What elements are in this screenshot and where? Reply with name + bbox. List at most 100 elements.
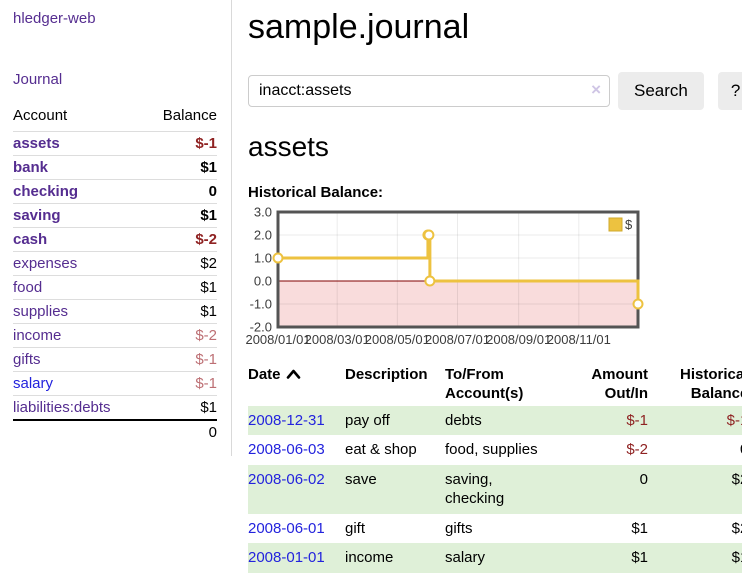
date-header-label: Date bbox=[248, 365, 281, 383]
transaction-description: pay off bbox=[345, 411, 390, 429]
transaction-date-link[interactable]: 2008-01-01 bbox=[248, 549, 325, 567]
svg-text:1.0: 1.0 bbox=[254, 250, 272, 265]
svg-text:2008/11/01: 2008/11/01 bbox=[547, 332, 611, 347]
accounts-balance-table: Account Balance assets $-1 bank $1 check… bbox=[13, 105, 217, 444]
transaction-balance: $2 bbox=[731, 519, 742, 537]
account-row: income $-2 bbox=[13, 323, 217, 348]
transaction-amount: $1 bbox=[631, 549, 648, 567]
account-row: food $1 bbox=[13, 275, 217, 300]
transaction-description: save bbox=[345, 470, 377, 488]
transaction-amount: 0 bbox=[639, 470, 648, 488]
account-row: checking 0 bbox=[13, 179, 217, 204]
transaction-row: 2008-06-02 save saving, checking 0 $2 bbox=[248, 464, 742, 514]
svg-text:3.0: 3.0 bbox=[254, 204, 272, 219]
account-balance: $2 bbox=[144, 251, 217, 276]
account-link-income[interactable]: income bbox=[13, 327, 62, 344]
app-title-link[interactable]: hledger-web bbox=[13, 10, 96, 27]
svg-text:2008/07/01: 2008/07/01 bbox=[425, 332, 490, 347]
transaction-description: gift bbox=[345, 519, 366, 537]
transaction-accounts: saving, checking bbox=[445, 470, 505, 508]
transaction-row: 2008-06-01 gift gifts $1 $2 bbox=[248, 514, 742, 544]
clear-search-icon[interactable]: × bbox=[591, 80, 601, 100]
transaction-date-link[interactable]: 2008-12-31 bbox=[248, 411, 325, 429]
account-link-assets[interactable]: assets bbox=[13, 135, 60, 152]
account-balance: $1 bbox=[144, 203, 217, 228]
account-balance: $1 bbox=[144, 275, 217, 300]
account-link-salary[interactable]: salary bbox=[13, 375, 54, 392]
account-balance: $-1 bbox=[144, 347, 217, 372]
account-link-checking[interactable]: checking bbox=[13, 183, 79, 200]
transaction-accounts: salary bbox=[445, 549, 486, 567]
transaction-accounts: debts bbox=[445, 411, 482, 429]
transaction-row: 2008-06-03 eat & shop food, supplies $-2… bbox=[248, 435, 742, 465]
account-balance: $1 bbox=[144, 155, 217, 180]
sort-ascending-icon bbox=[286, 366, 301, 386]
account-link-cash[interactable]: cash bbox=[13, 231, 48, 248]
account-heading: assets bbox=[248, 131, 329, 163]
search-button[interactable]: Search bbox=[618, 72, 704, 111]
account-row: salary $-1 bbox=[13, 371, 217, 396]
amount-column-header: Amount Out/In bbox=[591, 365, 648, 403]
account-row: expenses $2 bbox=[13, 251, 217, 276]
account-link-liabilities-debts[interactable]: liabilities:debts bbox=[13, 399, 111, 416]
help-button[interactable]: ? bbox=[717, 72, 742, 111]
account-link-food[interactable]: food bbox=[13, 279, 43, 296]
transaction-date-link[interactable]: 2008-06-03 bbox=[248, 441, 325, 459]
search-input[interactable] bbox=[248, 75, 610, 108]
search-box: × bbox=[248, 75, 610, 108]
search-form: × Search ? bbox=[248, 72, 742, 111]
main-content: sample.journal × Search ? assets Histori… bbox=[232, 0, 742, 573]
accounts-total-row: 0 bbox=[13, 419, 217, 444]
description-column-header: Description bbox=[345, 365, 428, 383]
date-column-header[interactable]: Date bbox=[248, 363, 345, 406]
page-title: sample.journal bbox=[248, 8, 470, 46]
svg-text:0.0: 0.0 bbox=[254, 273, 272, 288]
accounts-column-header: Account bbox=[13, 107, 68, 124]
account-balance: $-2 bbox=[144, 227, 217, 252]
account-balance: $-1 bbox=[144, 371, 217, 396]
transaction-amount: $1 bbox=[631, 519, 648, 537]
transaction-accounts: gifts bbox=[445, 519, 473, 537]
sidebar: hledger-web Journal Account Balance asse… bbox=[0, 0, 232, 456]
account-balance: $1 bbox=[144, 395, 217, 420]
register-table: Date Description To/From Account(s) Amou… bbox=[248, 363, 742, 573]
svg-text:$: $ bbox=[625, 217, 633, 232]
chart-title: Historical Balance: bbox=[248, 183, 384, 201]
svg-text:2008/01/01: 2008/01/01 bbox=[245, 332, 310, 347]
transaction-date-link[interactable]: 2008-06-02 bbox=[248, 470, 325, 488]
transaction-row: 2008-12-31 pay off debts $-1 $-1 bbox=[248, 405, 742, 436]
transaction-date-link[interactable]: 2008-06-01 bbox=[248, 519, 325, 537]
svg-text:2.0: 2.0 bbox=[254, 227, 272, 242]
svg-text:-2.0: -2.0 bbox=[250, 319, 272, 334]
transaction-amount: $-2 bbox=[626, 441, 648, 459]
svg-text:2008/09/01: 2008/09/01 bbox=[486, 332, 551, 347]
transaction-row: 2008-01-01 income salary $1 $1 bbox=[248, 543, 742, 573]
svg-text:-1.0: -1.0 bbox=[250, 296, 272, 311]
transaction-description: eat & shop bbox=[345, 441, 417, 459]
account-row: assets $-1 bbox=[13, 131, 217, 156]
transaction-balance: $-1 bbox=[726, 411, 742, 429]
account-link-supplies[interactable]: supplies bbox=[13, 303, 69, 320]
accounts-total-balance: 0 bbox=[144, 419, 217, 444]
transaction-accounts: food, supplies bbox=[445, 441, 538, 459]
account-link-saving[interactable]: saving bbox=[13, 207, 61, 224]
transaction-balance: $2 bbox=[731, 470, 742, 488]
svg-text:2008/05/01: 2008/05/01 bbox=[365, 332, 430, 347]
svg-text:2008/03/01: 2008/03/01 bbox=[305, 332, 370, 347]
account-row: liabilities:debts $1 bbox=[13, 395, 217, 420]
account-row: supplies $1 bbox=[13, 299, 217, 324]
transaction-balance: 0 bbox=[648, 435, 742, 465]
account-balance: $1 bbox=[144, 299, 217, 324]
balance-column-header: Historical Balance bbox=[679, 365, 742, 403]
account-link-gifts[interactable]: gifts bbox=[13, 351, 41, 368]
accounts-column-header: To/From Account(s) bbox=[445, 365, 524, 403]
account-link-expenses[interactable]: expenses bbox=[13, 255, 78, 272]
account-balance: 0 bbox=[144, 179, 217, 204]
account-row: gifts $-1 bbox=[13, 347, 217, 372]
transaction-description: income bbox=[345, 549, 394, 567]
sidebar-item-journal[interactable]: Journal bbox=[13, 71, 63, 88]
account-link-bank[interactable]: bank bbox=[13, 159, 49, 176]
account-row: saving $1 bbox=[13, 203, 217, 228]
transaction-amount: $-1 bbox=[626, 411, 648, 429]
account-row: bank $1 bbox=[13, 155, 217, 180]
